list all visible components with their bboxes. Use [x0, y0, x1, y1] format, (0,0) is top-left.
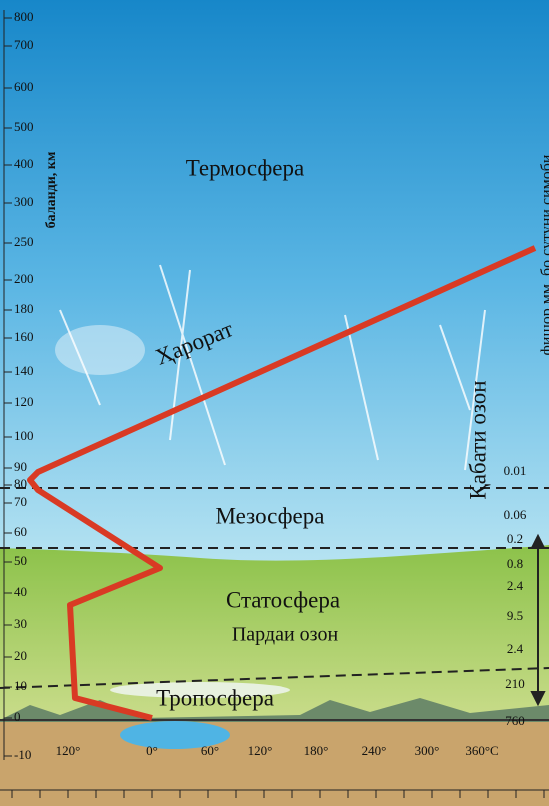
y-tick-label: 40 [14, 584, 27, 599]
layer-thermosphere: Термосфера [186, 155, 304, 180]
y-tick-label: 400 [14, 156, 34, 171]
y-tick-label: 10 [14, 678, 27, 693]
layer-troposphere: Тропосфера [156, 685, 274, 710]
ground-green [0, 545, 549, 720]
y-tick-label: 120 [14, 394, 34, 409]
pressure-label: 0.06 [504, 507, 527, 522]
pressure-label: 0.8 [507, 556, 523, 571]
y-tick-label: 200 [14, 271, 34, 286]
pressure-label: 9.5 [507, 608, 523, 623]
pressure-label: 0.2 [507, 531, 523, 546]
right-label: фишор мм. бо сутуни симоби [539, 154, 549, 355]
y-tick-label: 30 [14, 616, 27, 631]
y-tick-label: 250 [14, 234, 34, 249]
x-tick-label: 240° [362, 743, 387, 758]
y-tick-label: 100 [14, 428, 34, 443]
y-tick-label: 0 [14, 709, 21, 724]
cloud [110, 682, 290, 698]
y-tick-label: 140 [14, 363, 34, 378]
layer-mesosphere: Мезосфера [216, 503, 325, 528]
y-tick-label: 20 [14, 648, 27, 663]
pressure-label: 210 [505, 676, 525, 691]
y-tick-label: 90 [14, 459, 27, 474]
pressure-label: 2.4 [507, 578, 524, 593]
y-tick-label: 800 [14, 9, 34, 24]
y-tick-label: 600 [14, 79, 34, 94]
temperature-curve [27, 245, 537, 721]
y-tick-label: 160 [14, 329, 34, 344]
soil [0, 722, 549, 806]
lake [120, 721, 230, 749]
x-tick-label: 120° [56, 743, 81, 758]
ozone-arrow [530, 533, 546, 707]
y-tick-label: 300 [14, 194, 34, 209]
hills [0, 698, 549, 722]
annotation-ozone-layer: Қабати озон [465, 380, 490, 499]
boundaries [0, 487, 549, 689]
x-tick-label: 180° [304, 743, 329, 758]
x-tick-label: 60° [201, 743, 219, 758]
x-tick-label: 0° [146, 743, 158, 758]
layer-stratosphere: Статосфера [226, 587, 340, 612]
y-tick-label: 70 [14, 494, 27, 509]
y-tick-label: 60 [14, 524, 27, 539]
y-tick-label: 180 [14, 301, 34, 316]
annotation-ozone-screen: Пардаи озон [232, 624, 339, 646]
cloud [55, 325, 145, 375]
y-tick-label: 80 [14, 476, 27, 491]
y-tick-label: 700 [14, 37, 34, 52]
pressure-label: 2.4 [507, 641, 524, 656]
y-tick-label: 50 [14, 553, 27, 568]
x-tick-label: 120° [248, 743, 273, 758]
x-tick-label: 360°C [465, 743, 498, 758]
pressure-label: 760 [505, 713, 525, 728]
pressure-label: 0.01 [504, 463, 527, 478]
axis-label: баланди, км [44, 151, 59, 228]
x-tick-label: 300° [415, 743, 440, 758]
y-tick-label: 500 [14, 119, 34, 134]
y-tick-label: -10 [14, 747, 31, 762]
